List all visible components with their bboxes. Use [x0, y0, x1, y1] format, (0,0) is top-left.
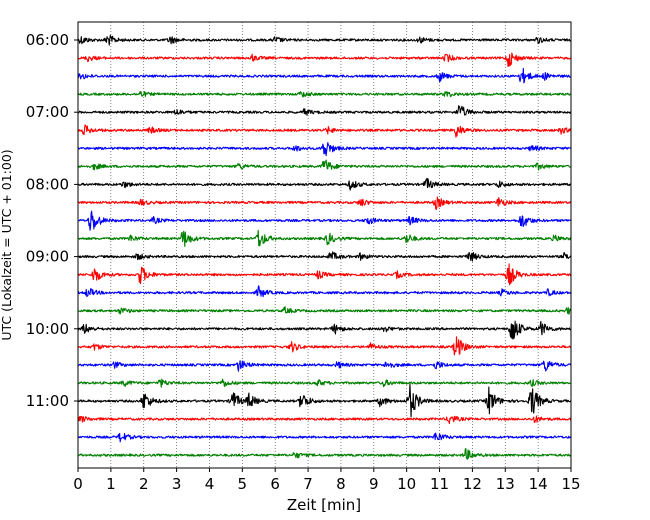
- seismic-traces: [77, 34, 572, 460]
- x-tick-label: 4: [205, 475, 215, 493]
- seismic-trace: [77, 91, 572, 98]
- seismic-trace: [77, 320, 572, 340]
- x-tick-label: 13: [496, 475, 515, 493]
- seismic-trace: [77, 159, 572, 171]
- seismic-trace: [77, 415, 572, 425]
- seismic-trace: [77, 124, 572, 138]
- x-tick-label: 11: [430, 475, 449, 493]
- x-tick-label: 10: [397, 475, 416, 493]
- y-axis: 06:00 07:00 08:00 09:00 10:00 11:00: [26, 31, 78, 410]
- y-tick-label: 09:00: [26, 248, 69, 266]
- x-tick-label: 5: [238, 475, 248, 493]
- seismic-trace: [77, 432, 572, 443]
- seismic-trace: [77, 177, 572, 191]
- x-tick-label: 2: [139, 475, 149, 493]
- seismic-trace: [77, 34, 572, 46]
- seismic-trace: [77, 105, 572, 116]
- seismic-trace: [77, 196, 572, 211]
- plot-frame: [77, 21, 572, 469]
- seismic-trace: [77, 306, 572, 315]
- x-tick-label: 8: [336, 475, 346, 493]
- x-tick-label: 15: [561, 475, 580, 493]
- seismic-trace: [77, 251, 572, 262]
- seismic-trace: [77, 378, 572, 388]
- y-tick-label: 07:00: [26, 103, 69, 121]
- x-tick-label: 6: [270, 475, 280, 493]
- seismic-trace: [77, 229, 572, 248]
- seismic-trace: [77, 52, 572, 67]
- x-tick-label: 9: [369, 475, 379, 493]
- x-axis: 0 1 2 3 4 5 6 7 8 9 10 11 12 13 14 15: [73, 468, 581, 493]
- y-tick-label: 08:00: [26, 175, 69, 193]
- seismic-trace: [77, 285, 572, 298]
- x-tick-label: 1: [106, 475, 116, 493]
- seismic-trace: [77, 263, 572, 286]
- seismic-trace: [77, 336, 572, 356]
- seismic-trace: [77, 383, 572, 418]
- x-tick-label: 14: [529, 475, 548, 493]
- x-tick-label: 3: [172, 475, 182, 493]
- y-tick-label: 11:00: [26, 392, 69, 410]
- x-gridlines: [110, 22, 539, 468]
- y-axis-label: UTC (Lokalzeit = UTC + 01:00): [0, 149, 14, 340]
- seismic-trace: [77, 448, 572, 460]
- seismic-trace: [77, 210, 572, 231]
- seismic-trace: [77, 142, 572, 157]
- x-tick-label: 12: [463, 475, 482, 493]
- seismic-trace: [77, 360, 572, 372]
- x-tick-label: 7: [303, 475, 313, 493]
- y-tick-label: 10:00: [26, 320, 69, 338]
- x-tick-label: 0: [73, 475, 83, 493]
- x-axis-label: Zeit [min]: [287, 496, 361, 514]
- y-tick-label: 06:00: [26, 31, 69, 49]
- seismic-trace: [77, 67, 572, 84]
